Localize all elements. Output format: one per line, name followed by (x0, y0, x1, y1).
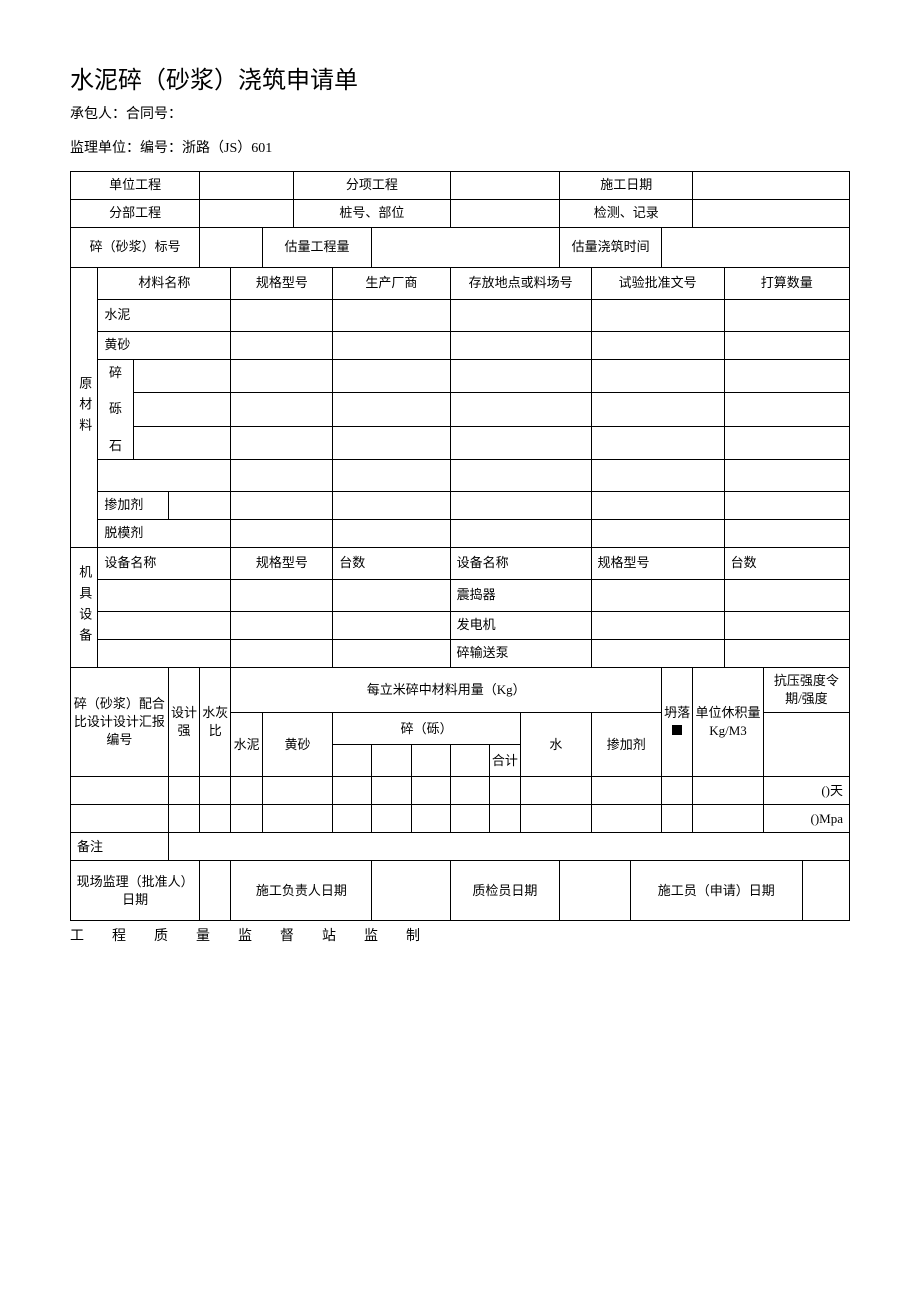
mix-sand: 黄砂 (262, 713, 332, 777)
label-unit-project: 单位工程 (71, 172, 200, 200)
mat-h-qty: 打算数量 (724, 268, 849, 300)
mat-h-name: 材料名称 (98, 268, 231, 300)
eq-generator: 发电机 (450, 611, 591, 639)
mix-usage-header: 每立米碎中材料用量（Kg） (231, 667, 662, 712)
mix-label: 碎（砂浆）配合比设计设计汇报编号 (71, 667, 169, 776)
mix-strength-label: 抗压强度令期/强度 (763, 667, 849, 712)
label-est-volume: 估量工程量 (262, 228, 372, 268)
mix-days: ()天 (763, 777, 849, 805)
mix-slump: 坍落 (662, 667, 693, 776)
value-station-part (450, 200, 560, 228)
label-sub-project: 分项工程 (294, 172, 451, 200)
mix-gravel: 碎（砾） (333, 713, 521, 745)
mat-cement: 水泥 (98, 300, 231, 332)
mat-additive: 掺加剂 (98, 491, 168, 519)
eq-h-count2: 台数 (724, 547, 849, 579)
eq-h-spec2: 规格型号 (591, 547, 724, 579)
mat-h-spec: 规格型号 (231, 268, 333, 300)
eq-pump: 碎输送泵 (450, 639, 591, 667)
label-construction-date: 施工日期 (560, 172, 693, 200)
sign-applicant: 施工员（申请）日期 (630, 861, 802, 921)
eq-vibrator: 震捣器 (450, 579, 591, 611)
label-mortar-grade: 碎（砂浆）标号 (71, 228, 200, 268)
block-icon (672, 725, 682, 735)
mix-water-cement: 水灰比 (200, 667, 231, 776)
footer-text: 工 程 质 量 监 督 站 监 制 (70, 925, 850, 945)
mix-gravel-total: 合计 (489, 745, 520, 777)
mix-cement: 水泥 (231, 713, 262, 777)
mix-unit-weight: 单位休积量 Kg/M3 (693, 667, 763, 776)
mix-design-strength: 设计强 (168, 667, 199, 776)
label-inspection-record: 检测、记录 (560, 200, 693, 228)
label-section-project: 分部工程 (71, 200, 200, 228)
mix-water: 水 (521, 713, 591, 777)
mat-gravel-a: 碎砾石 (98, 360, 133, 460)
sign-qc: 质检员日期 (450, 861, 560, 921)
application-form-table: 单位工程 分项工程 施工日期 分部工程 桩号、部位 检测、记录 碎（砂浆）标号 … (70, 171, 850, 921)
mat-h-location: 存放地点或料场号 (450, 268, 591, 300)
mix-mpa: ()Mpa (763, 805, 849, 833)
value-construction-date (693, 172, 850, 200)
label-station-part: 桩号、部位 (294, 200, 451, 228)
mat-sand: 黄砂 (98, 332, 231, 360)
sign-construction-head: 施工负责人日期 (231, 861, 372, 921)
mix-additive: 掺加剂 (591, 713, 661, 777)
remark-label: 备注 (71, 833, 169, 861)
side-equipment: 机具设备 (71, 547, 98, 667)
eq-h-name1: 设备名称 (98, 547, 231, 579)
page-title: 水泥碎（砂浆）浇筑申请单 (70, 60, 850, 95)
remark-value (168, 833, 849, 861)
eq-h-name2: 设备名称 (450, 547, 591, 579)
eq-h-count1: 台数 (333, 547, 450, 579)
value-mortar-grade (200, 228, 263, 268)
meta-line-2: 监理单位：编号：浙路（JS）601 (70, 137, 850, 157)
value-inspection-record (693, 200, 850, 228)
mat-release: 脱模剂 (98, 519, 231, 547)
mat-h-factory: 生产厂商 (333, 268, 450, 300)
value-section-project (200, 200, 294, 228)
value-unit-project (200, 172, 294, 200)
value-est-time (662, 228, 850, 268)
mat-h-approval: 试验批准文号 (591, 268, 724, 300)
value-sub-project (450, 172, 560, 200)
meta-line-1: 承包人：合同号： (70, 103, 850, 123)
label-est-time: 估量浇筑时间 (560, 228, 662, 268)
sign-supervisor: 现场监理（批准人）日期 (71, 861, 200, 921)
eq-h-spec1: 规格型号 (231, 547, 333, 579)
value-est-volume (372, 228, 560, 268)
side-materials: 原材料 (71, 268, 98, 548)
